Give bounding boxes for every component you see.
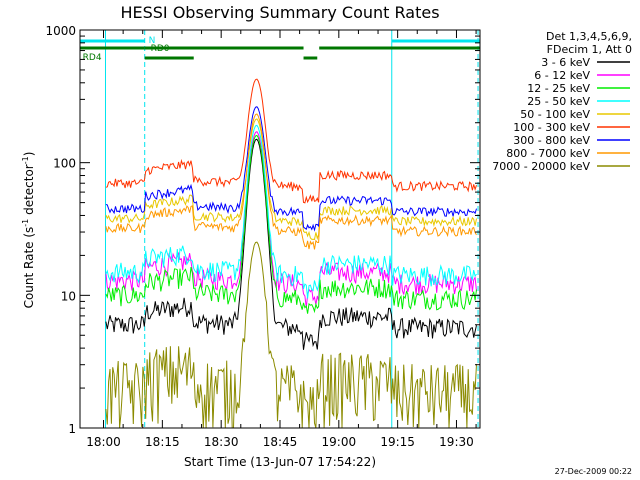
chart-title: HESSI Observing Summary Count Rates xyxy=(120,3,439,22)
legend-label-0: 3 - 6 keV xyxy=(541,56,590,69)
flag-label-rd4: RD4 xyxy=(83,53,102,63)
legend-label-1: 6 - 12 keV xyxy=(534,69,590,82)
flag-label-n: N xyxy=(149,36,156,46)
y-axis-label: Count Rate (s-1 detector-1) xyxy=(21,152,36,309)
x-tick-label-4: 19:00 xyxy=(322,435,357,449)
legend-label-2: 12 - 25 keV xyxy=(527,82,590,95)
x-tick-label-0: 18:00 xyxy=(86,435,121,449)
y-axis-label-mid: detector xyxy=(22,164,36,219)
legend-header-2: FDecim 1, Att 0 xyxy=(547,43,632,56)
flag-label-rd0: RD0 xyxy=(151,44,170,54)
legend-label-7: 800 - 7000 keV xyxy=(506,147,590,160)
legend: Det 1,3,4,5,6,9, FDecim 1, Att 0 3 - 6 k… xyxy=(492,30,632,173)
series-line-8 xyxy=(105,241,477,429)
x-axis-ticks: 18:00 18:15 18:30 18:45 19:00 19:15 19:30 xyxy=(86,30,477,449)
y-tick-label-3: 1000 xyxy=(45,24,76,38)
legend-label-5: 100 - 300 keV xyxy=(513,121,590,134)
y-tick-label-0: 1 xyxy=(68,422,76,436)
legend-label-3: 25 - 50 keV xyxy=(527,95,590,108)
x-tick-label-2: 18:30 xyxy=(204,435,239,449)
series-line-3 xyxy=(105,124,477,299)
y-tick-label-1: 10 xyxy=(61,289,76,303)
y-axis-label-end: ) xyxy=(22,152,36,157)
y-axis-label-sup2: -1 xyxy=(21,156,30,164)
x-tick-label-6: 19:30 xyxy=(439,435,474,449)
footer-timestamp: 27-Dec-2009 00:22 xyxy=(555,467,632,476)
series-line-4 xyxy=(105,118,477,241)
legend-header-1: Det 1,3,4,5,6,9, xyxy=(546,30,632,43)
legend-label-6: 300 - 800 keV xyxy=(513,134,590,147)
legend-label-8: 7000 - 20000 keV xyxy=(492,160,590,173)
y-tick-label-2: 100 xyxy=(53,157,76,171)
series-line-5 xyxy=(105,78,477,204)
y-axis-label-sup1: -1 xyxy=(21,219,30,227)
series-line-2 xyxy=(105,134,477,314)
x-tick-label-1: 18:15 xyxy=(145,435,180,449)
x-axis-label: Start Time (13-Jun-07 17:54:22) xyxy=(184,455,376,469)
series-line-6 xyxy=(105,106,477,232)
series-line-7 xyxy=(105,113,477,250)
series-line-0 xyxy=(105,138,477,350)
legend-label-4: 50 - 100 keV xyxy=(520,108,590,121)
x-tick-label-3: 18:45 xyxy=(263,435,298,449)
y-axis-ticks: 1 10 100 1000 xyxy=(45,24,480,436)
y-axis-label-main: Count Rate (s xyxy=(22,227,36,309)
x-tick-label-5: 19:15 xyxy=(380,435,415,449)
